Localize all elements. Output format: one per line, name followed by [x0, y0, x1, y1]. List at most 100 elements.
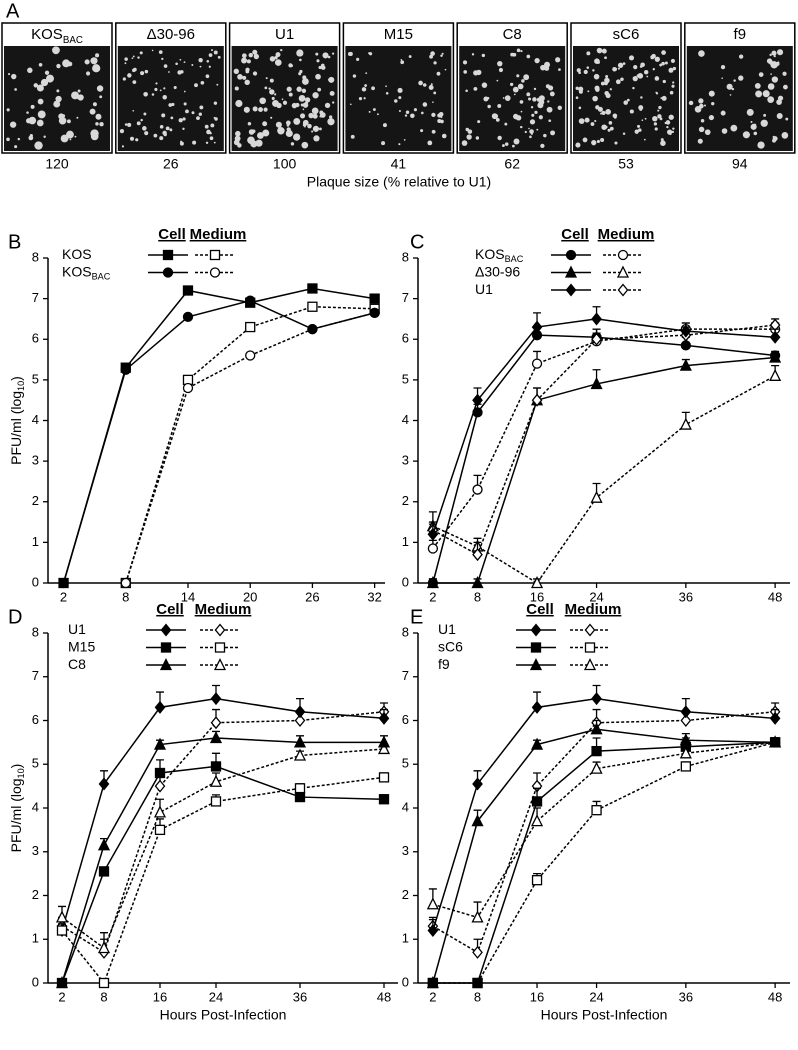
y-tick-label: 2	[32, 887, 39, 902]
plaque	[302, 119, 309, 126]
plaque	[497, 60, 503, 67]
plaque	[432, 101, 434, 103]
plaque	[429, 54, 434, 59]
plaque	[782, 71, 787, 76]
plaque	[421, 111, 424, 115]
data-point	[294, 783, 306, 794]
plaque	[11, 73, 17, 80]
data-point	[307, 283, 318, 294]
strain-label-main: M15	[384, 26, 413, 43]
plaque	[538, 115, 543, 120]
plaque	[637, 124, 641, 128]
y-axis-label: PFU/ml (log10)	[8, 376, 27, 465]
plaque	[286, 86, 292, 92]
plaque	[578, 71, 581, 75]
strain-label-main: Δ30-96	[147, 26, 195, 43]
plaque	[636, 74, 640, 77]
plaque	[331, 52, 335, 55]
plaque	[328, 76, 335, 83]
data-point	[182, 382, 194, 394]
data-point	[377, 741, 391, 755]
plaque	[163, 64, 168, 68]
legend-label-main: Δ30-96	[475, 263, 520, 279]
plaque	[158, 50, 163, 54]
data-point	[307, 301, 318, 312]
plaque	[14, 145, 18, 149]
plaque	[311, 130, 314, 133]
plaque	[410, 113, 415, 119]
plaque	[626, 98, 630, 102]
plaque	[640, 96, 643, 99]
plaque	[282, 100, 288, 105]
plaque	[731, 87, 735, 91]
plaque	[601, 110, 606, 116]
data-point	[769, 350, 782, 363]
plaque	[530, 106, 534, 109]
plaque	[318, 65, 322, 70]
y-tick-label: 1	[402, 931, 409, 946]
plaque	[643, 69, 649, 75]
plaque	[776, 49, 784, 56]
plaque	[594, 119, 597, 123]
plaque	[7, 73, 11, 76]
y-tick-label: 0	[402, 574, 409, 589]
plaque	[536, 128, 539, 131]
plaque	[601, 48, 607, 54]
plaque	[304, 125, 306, 128]
plaque	[549, 91, 555, 97]
plaque	[204, 124, 209, 129]
plaque	[422, 83, 427, 87]
plaque	[515, 115, 522, 121]
plaque	[234, 86, 239, 91]
x-tick-label: 8	[474, 589, 481, 604]
plaque	[199, 105, 204, 110]
plaque	[217, 55, 221, 59]
plaque	[688, 100, 694, 106]
y-tick-label: 3	[402, 453, 409, 468]
plaque	[750, 121, 753, 124]
strain-label: Δ30-96	[147, 26, 195, 43]
legend-header: Medium	[598, 226, 655, 243]
x-tick-label: 36	[679, 589, 693, 604]
plaque	[295, 122, 298, 125]
plaque	[161, 57, 164, 61]
x-tick-label: 24	[589, 989, 603, 1004]
plaque	[139, 51, 143, 55]
plaque	[587, 90, 590, 93]
plaque	[654, 76, 660, 81]
plaque	[214, 117, 218, 121]
plaque	[708, 90, 715, 97]
legend-label-main: KOS	[62, 263, 92, 279]
strain-label: U1	[275, 26, 294, 43]
data-point	[591, 332, 602, 346]
x-tick-label: 8	[122, 589, 129, 604]
plaque	[420, 129, 424, 133]
plaque	[668, 114, 674, 120]
panel-label: E	[410, 606, 423, 628]
y-tick-label: 2	[32, 493, 39, 508]
plaque	[534, 58, 540, 64]
marker	[616, 265, 630, 278]
plaque	[382, 123, 387, 128]
plaque	[698, 126, 705, 133]
plaque	[77, 94, 84, 101]
plaque	[209, 132, 212, 135]
plaque	[302, 75, 307, 80]
plaque	[514, 117, 517, 120]
x-tick-label: 36	[293, 989, 307, 1004]
plaque	[350, 103, 352, 106]
marker	[564, 265, 578, 278]
plaque	[672, 127, 675, 130]
plaque	[533, 87, 537, 91]
data-point	[427, 527, 439, 541]
data-point	[591, 312, 602, 326]
plaque	[313, 128, 316, 131]
plaque	[620, 77, 624, 82]
plaque	[327, 118, 335, 126]
plaque	[441, 133, 447, 139]
plaque	[596, 47, 603, 54]
plaque	[33, 83, 39, 88]
plaque	[703, 104, 707, 107]
marker	[209, 267, 221, 278]
data-point	[472, 393, 483, 407]
